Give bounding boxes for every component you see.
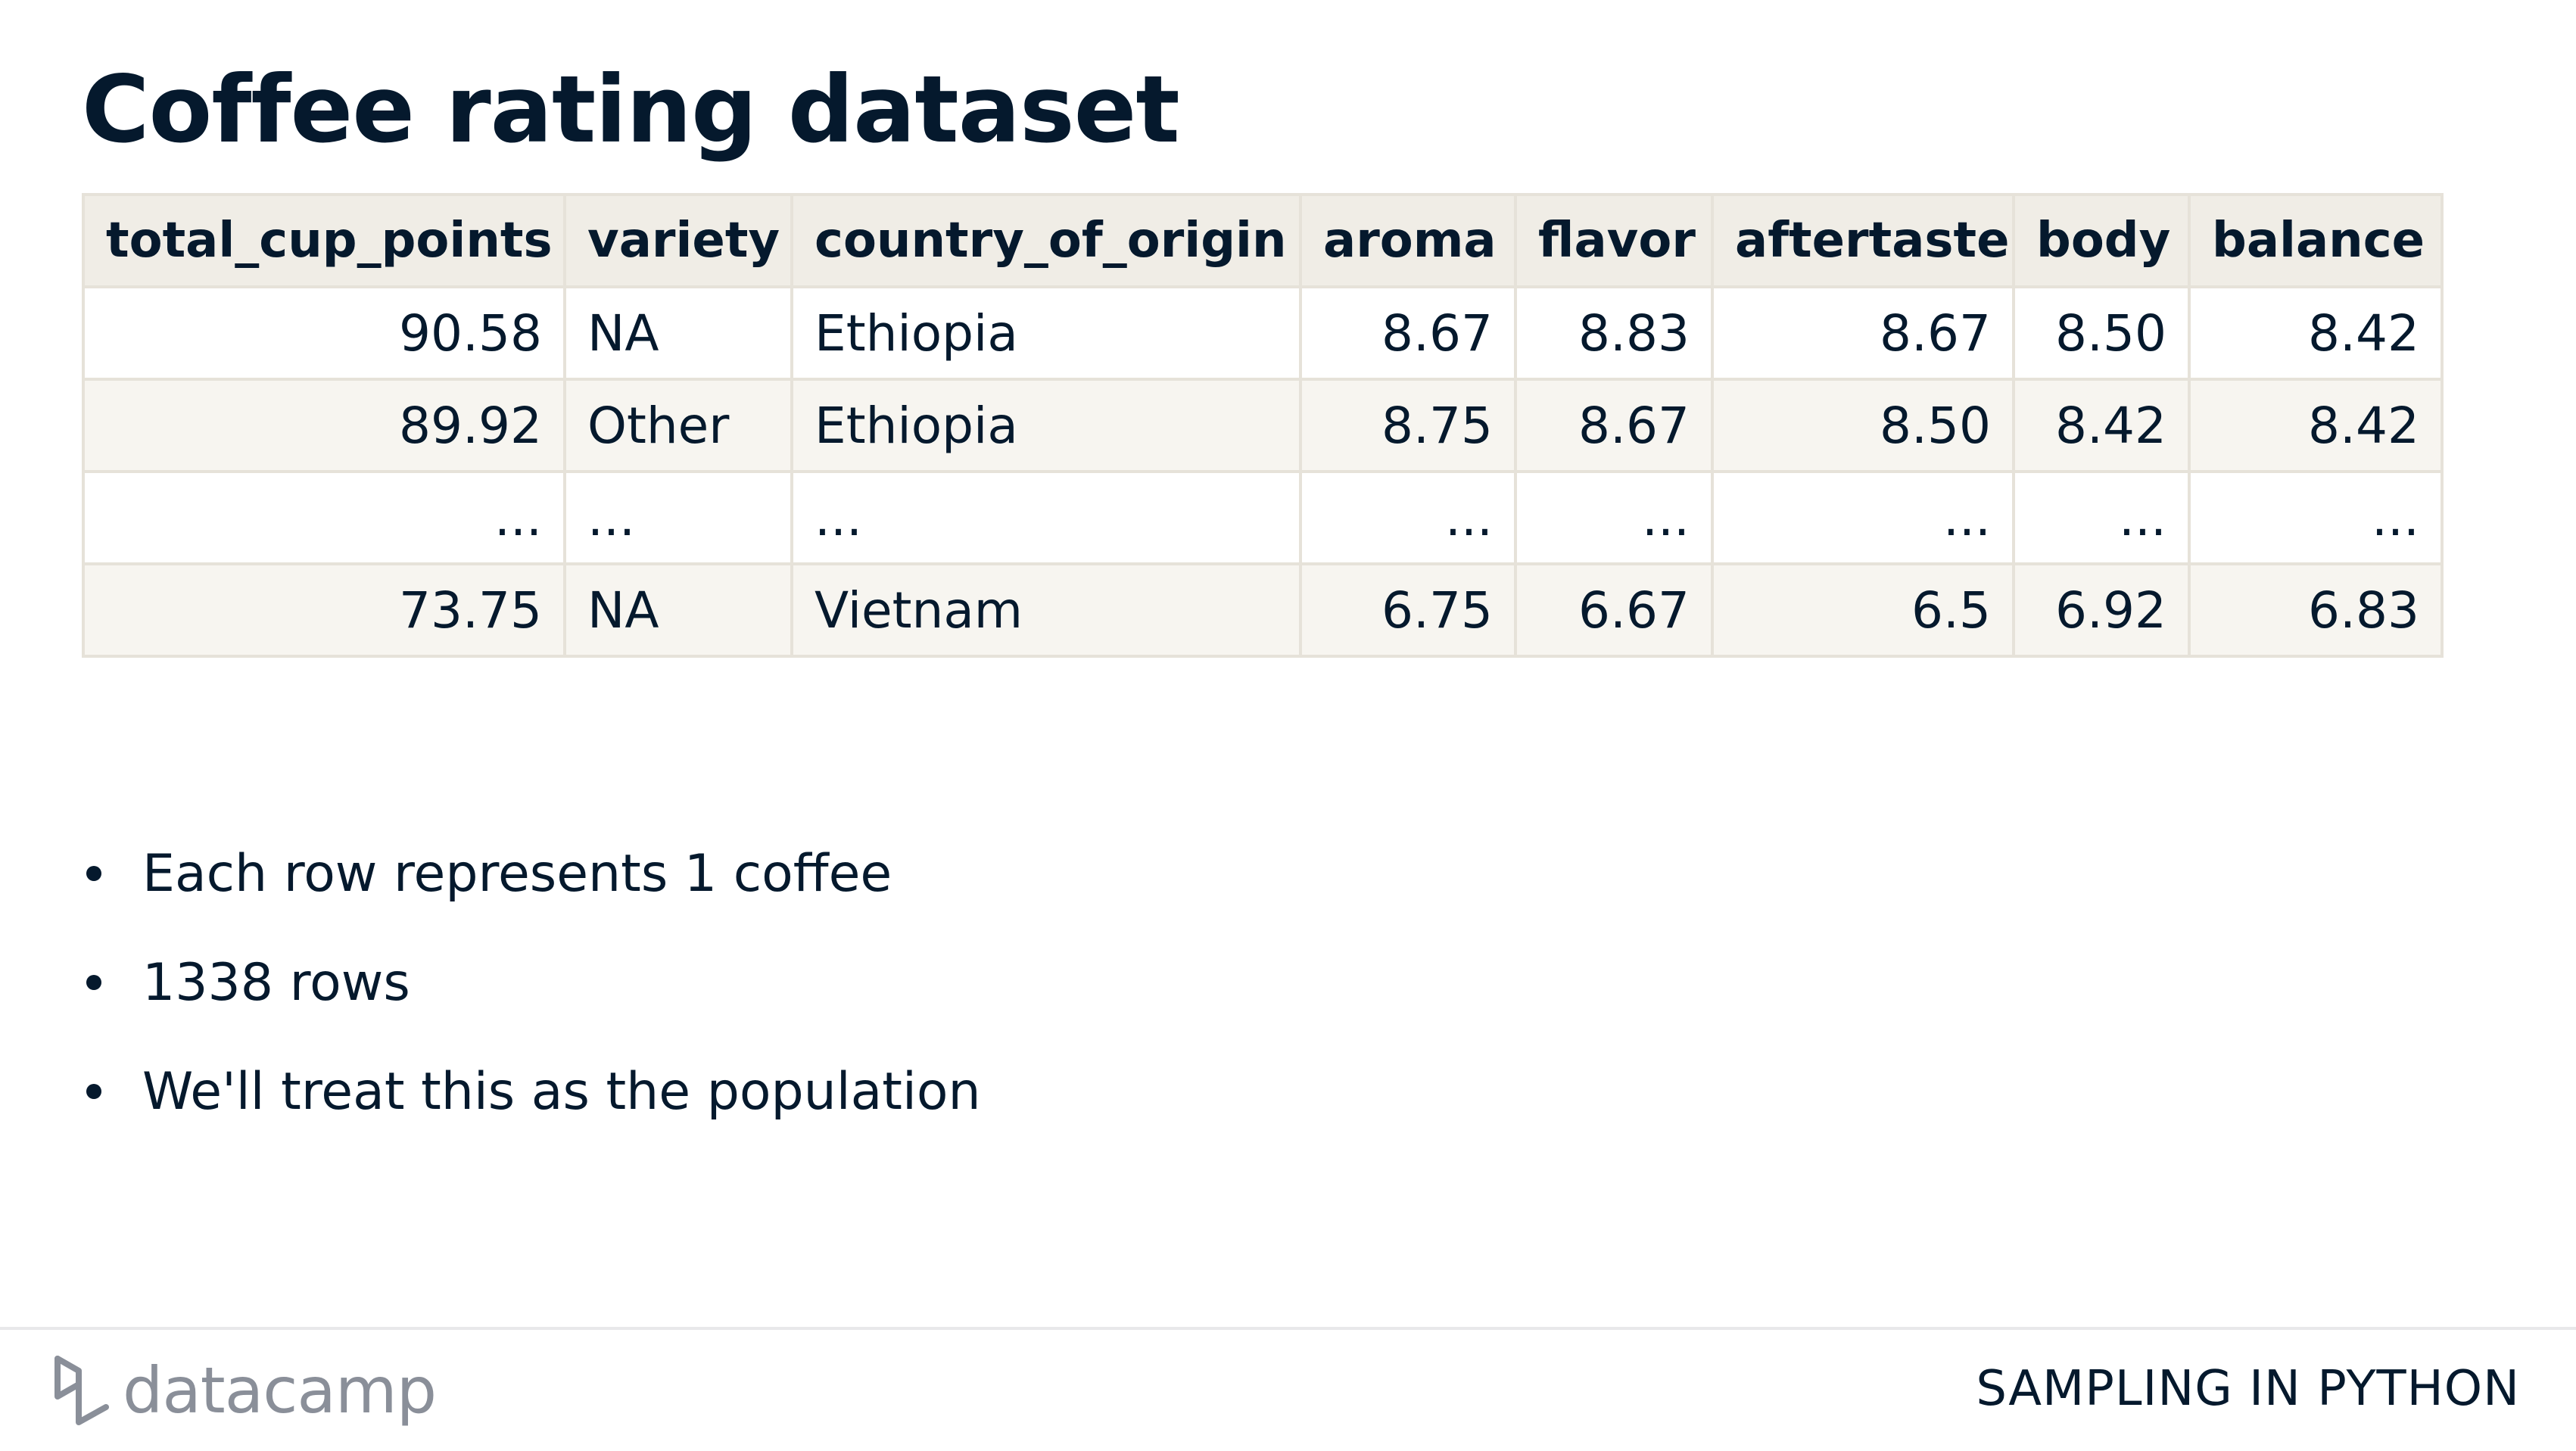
course-name: SAMPLING IN PYTHON [1976, 1361, 2520, 1417]
table-cell: ... [790, 470, 1302, 565]
bullet-dot-icon [86, 866, 101, 881]
table-cell: 6.92 [2012, 562, 2191, 658]
column-header-balance: balance [2188, 193, 2444, 288]
table-cell: ... [82, 470, 566, 565]
table-cell: ... [1514, 470, 1714, 565]
slide-title: Coffee rating dataset [82, 56, 1180, 163]
column-header-flavor: flavor [1514, 193, 1714, 288]
bullet-dot-icon [86, 975, 101, 990]
bullet-item: 1338 rows [82, 942, 981, 1051]
table-cell: 8.67 [1514, 378, 1714, 473]
table-cell: NA [563, 562, 793, 658]
bullet-dot-icon [86, 1084, 101, 1099]
table-cell: 89.92 [82, 378, 566, 473]
column-header-aftertaste: aftertaste [1711, 193, 2015, 288]
table-cell: ... [2188, 470, 2444, 565]
table-cell: 8.42 [2188, 285, 2444, 381]
table-cell: 8.67 [1711, 285, 2015, 381]
bullet-text: Each row represents 1 coffee [142, 844, 892, 904]
datacamp-logo: datacamp [51, 1349, 437, 1432]
table-cell: Vietnam [790, 562, 1302, 658]
table-cell: 8.83 [1514, 285, 1714, 381]
table-cell: ... [1299, 470, 1517, 565]
table-cell: ... [2012, 470, 2191, 565]
table-cell: 8.67 [1299, 285, 1517, 381]
table-cell: Other [563, 378, 793, 473]
logo-text: datacamp [123, 1353, 437, 1428]
table-cell: ... [563, 470, 793, 565]
table-cell: 6.67 [1514, 562, 1714, 658]
table-cell: NA [563, 285, 793, 381]
footer-divider [0, 1327, 2576, 1330]
datacamp-logo-icon [55, 1356, 109, 1425]
table-header-row: total_cup_points variety country_of_orig… [82, 193, 2444, 288]
table-cell: 8.42 [2188, 378, 2444, 473]
table-cell: Ethiopia [790, 378, 1302, 473]
table-row: 73.75 NA Vietnam 6.75 6.67 6.5 6.92 6.83 [82, 562, 2444, 658]
table-cell: 8.50 [2012, 285, 2191, 381]
bullet-item: We'll treat this as the population [82, 1051, 981, 1160]
bullet-list: Each row represents 1 coffee 1338 rows W… [82, 833, 981, 1160]
bullet-text: We'll treat this as the population [142, 1062, 981, 1122]
table-cell: 6.75 [1299, 562, 1517, 658]
column-header-total-cup-points: total_cup_points [82, 193, 566, 288]
table-row: 90.58 NA Ethiopia 8.67 8.83 8.67 8.50 8.… [82, 285, 2444, 381]
bullet-text: 1338 rows [142, 953, 410, 1013]
table-cell: 8.42 [2012, 378, 2191, 473]
table-cell: Ethiopia [790, 285, 1302, 381]
table-cell: 6.83 [2188, 562, 2444, 658]
table-cell: 8.75 [1299, 378, 1517, 473]
column-header-aroma: aroma [1299, 193, 1517, 288]
coffee-table: total_cup_points variety country_of_orig… [82, 193, 2444, 658]
column-header-country-of-origin: country_of_origin [790, 193, 1302, 288]
table-cell: 90.58 [82, 285, 566, 381]
table-row-ellipsis: ... ... ... ... ... ... ... ... [82, 470, 2444, 565]
column-header-body: body [2012, 193, 2191, 288]
table-cell: 8.50 [1711, 378, 2015, 473]
bullet-item: Each row represents 1 coffee [82, 833, 981, 942]
table-cell: 6.5 [1711, 562, 2015, 658]
table-cell: 73.75 [82, 562, 566, 658]
table-cell: ... [1711, 470, 2015, 565]
column-header-variety: variety [563, 193, 793, 288]
table-row: 89.92 Other Ethiopia 8.75 8.67 8.50 8.42… [82, 378, 2444, 473]
